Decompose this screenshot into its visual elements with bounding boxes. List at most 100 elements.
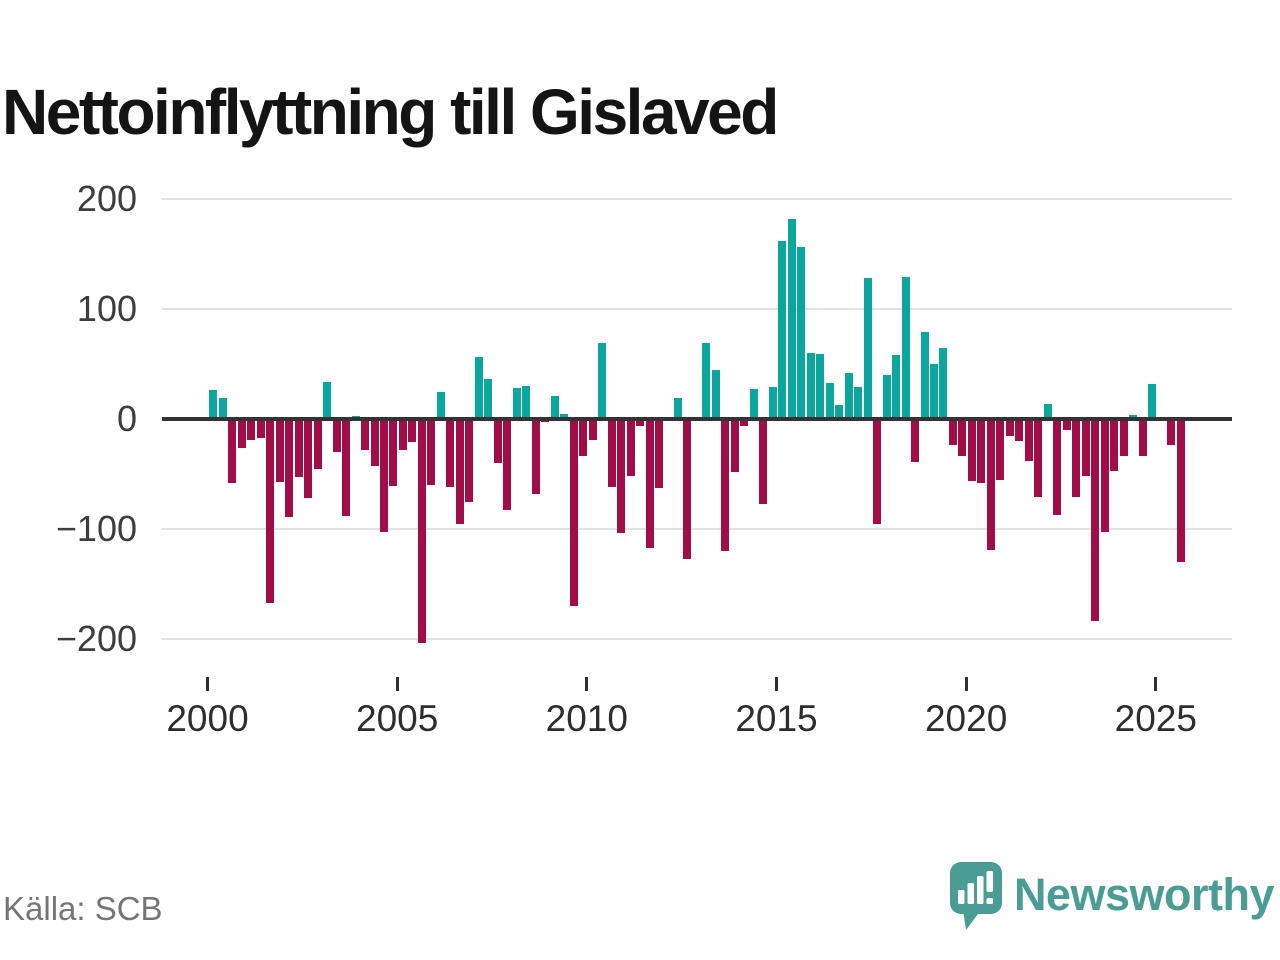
bar-2011Q3 [645,419,654,548]
bar-2005Q2 [408,419,417,443]
bar-2018Q3 [911,419,920,462]
bar-2007Q3 [493,419,502,463]
y-tick-label: −200 [55,618,137,659]
bar-2002Q1 [285,419,294,517]
bar-2013Q3 [721,419,730,551]
bar-2016Q4 [844,372,853,419]
bar-2007Q1 [474,357,483,419]
bar-2019Q1 [930,364,938,419]
bar-2005Q4 [427,419,436,485]
bar-2011Q2 [636,419,645,426]
bar-2010Q3 [607,419,616,488]
bar-2009Q1 [550,395,559,419]
y-tick-label: 100 [76,288,137,329]
bar-2014Q3 [759,419,768,504]
bar-2001Q4 [275,419,284,482]
bar-2012Q3 [683,419,692,559]
x-tick [774,677,778,691]
bar-2001Q3 [266,419,275,603]
x-tick-label: 2025 [1114,698,1197,739]
bar-2023Q2 [1091,419,1100,622]
x-tick [964,677,968,691]
x-tick-label: 2015 [735,698,818,739]
bar-2006Q2 [446,419,455,488]
bar-2015Q3 [797,247,806,419]
bar-2020Q3 [986,419,995,550]
bar-2000Q2 [218,398,227,419]
bar-2019Q4 [958,419,967,457]
bar-2024Q2 [1129,414,1138,419]
bar-2004Q1 [361,419,370,450]
newsworthy-logo: Newsworthy [949,858,1275,932]
y-tick-label: 0 [116,398,137,439]
bar-2009Q4 [579,419,588,457]
bar-2023Q4 [1110,419,1119,471]
bar-2009Q3 [569,419,578,606]
bar-2021Q3 [1024,419,1033,461]
bar-2002Q4 [313,419,322,469]
gridline [162,308,1232,310]
bar-2003Q1 [323,381,332,419]
bar-2020Q4 [996,419,1005,480]
bar-2000Q3 [228,419,237,483]
bar-2014Q4 [768,387,777,419]
x-tick [206,677,209,691]
bar-2008Q1 [512,388,521,419]
bar-2006Q3 [455,419,464,524]
bar-2019Q2 [939,347,948,419]
bar-2002Q3 [304,419,313,499]
bar-2014Q1 [740,419,749,426]
bar-2025Q2 [1167,419,1176,446]
x-tick-label: 2010 [545,698,628,739]
chart-title: Nettoinflyttning till Gislaved [2,75,779,148]
bar-2024Q3 [1138,419,1147,457]
bar-2018Q1 [892,355,901,419]
bar-2022Q4 [1072,419,1081,498]
bar-2010Q1 [588,419,597,440]
gridline [162,528,1232,530]
bar-2005Q3 [417,419,426,644]
bar-2006Q1 [436,391,445,419]
bar-2015Q2 [787,218,796,419]
bar-2022Q2 [1053,419,1062,515]
x-tick [395,677,399,691]
bar-2000Q1 [209,390,218,419]
y-tick-label: 200 [76,178,137,219]
gridline [162,638,1232,640]
bar-2012Q2 [673,398,682,419]
gridline [162,198,1232,200]
bar-2019Q3 [948,419,957,446]
bar-2015Q1 [778,240,787,419]
x-tick [1154,677,1158,691]
bar-2007Q4 [503,419,512,511]
bar-2008Q3 [531,419,540,494]
x-tick-label: 2005 [356,698,439,739]
bar-2020Q1 [967,419,976,481]
bar-2013Q4 [730,419,739,472]
bar-2001Q2 [256,419,265,438]
bar-2022Q1 [1043,403,1052,419]
y-tick-label: −100 [55,508,137,549]
bar-2015Q4 [806,353,815,419]
zero-axis-line [162,417,1232,421]
bar-2010Q2 [598,343,607,419]
bar-2024Q1 [1119,419,1128,457]
source-note: Källa: SCB [3,890,163,927]
bar-2005Q1 [398,419,407,450]
bar-2004Q2 [370,419,379,467]
x-tick-label: 2020 [924,698,1008,739]
bar-2003Q3 [342,419,351,516]
bar-2023Q1 [1081,419,1090,477]
bar-2017Q4 [882,375,891,419]
bar-2018Q2 [901,277,910,419]
bar-2008Q2 [522,386,531,419]
bar-2020Q2 [977,419,986,483]
bar-2021Q2 [1015,419,1024,441]
bar-2022Q3 [1062,419,1071,430]
bar-2006Q4 [465,419,474,502]
x-tick [585,677,589,691]
bar-2013Q2 [711,369,720,419]
bar-2004Q4 [389,419,398,487]
bar-2016Q3 [835,404,844,419]
